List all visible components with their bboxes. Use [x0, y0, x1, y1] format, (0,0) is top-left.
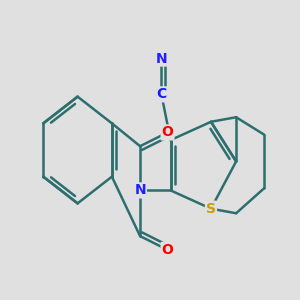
Text: C: C — [156, 87, 167, 101]
Text: N: N — [134, 183, 146, 197]
Text: S: S — [206, 202, 216, 216]
Text: O: O — [162, 243, 173, 257]
Text: O: O — [162, 125, 173, 140]
Text: N: N — [156, 52, 167, 65]
